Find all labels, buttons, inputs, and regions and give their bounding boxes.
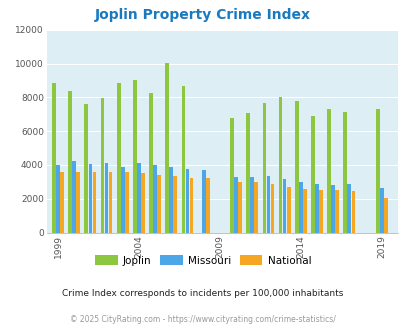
Bar	[60, 172, 64, 233]
Bar	[298, 182, 302, 233]
Text: © 2025 CityRating.com - https://www.cityrating.com/crime-statistics/: © 2025 CityRating.com - https://www.city…	[70, 315, 335, 324]
Bar	[302, 189, 306, 233]
Bar	[169, 167, 173, 233]
Bar	[375, 109, 379, 233]
Bar	[100, 98, 104, 233]
Bar	[173, 176, 177, 233]
Bar	[133, 81, 136, 233]
Bar	[250, 177, 254, 233]
Bar	[278, 97, 282, 233]
Bar	[314, 184, 318, 233]
Bar	[76, 172, 80, 233]
Bar	[68, 91, 72, 233]
Bar	[56, 165, 60, 233]
Bar	[125, 172, 128, 233]
Bar	[343, 112, 346, 233]
Bar	[185, 169, 189, 233]
Bar	[270, 183, 274, 233]
Bar	[254, 182, 258, 233]
Bar	[351, 191, 354, 233]
Bar	[282, 180, 286, 233]
Bar	[262, 103, 266, 233]
Bar	[153, 165, 157, 233]
Bar	[347, 184, 350, 233]
Bar	[294, 101, 298, 233]
Bar	[109, 172, 112, 233]
Bar	[121, 167, 124, 233]
Bar	[246, 114, 249, 233]
Bar	[205, 178, 209, 233]
Bar	[238, 182, 241, 233]
Bar	[383, 198, 387, 233]
Bar	[181, 85, 185, 233]
Bar	[52, 83, 56, 233]
Bar	[379, 188, 383, 233]
Bar	[189, 178, 193, 233]
Bar	[330, 185, 334, 233]
Bar	[117, 83, 120, 233]
Bar	[92, 172, 96, 233]
Bar	[286, 187, 290, 233]
Bar	[149, 93, 153, 233]
Bar	[141, 174, 145, 233]
Bar	[335, 190, 338, 233]
Text: Joplin Property Crime Index: Joplin Property Crime Index	[95, 8, 310, 22]
Legend: Joplin, Missouri, National: Joplin, Missouri, National	[90, 251, 315, 270]
Bar	[165, 63, 169, 233]
Bar	[266, 176, 270, 233]
Bar	[201, 170, 205, 233]
Bar	[318, 190, 322, 233]
Bar	[157, 175, 161, 233]
Bar	[72, 161, 76, 233]
Bar	[137, 163, 141, 233]
Bar	[104, 163, 108, 233]
Bar	[326, 109, 330, 233]
Bar	[234, 177, 237, 233]
Text: Crime Index corresponds to incidents per 100,000 inhabitants: Crime Index corresponds to incidents per…	[62, 289, 343, 298]
Bar	[84, 104, 88, 233]
Bar	[88, 164, 92, 233]
Bar	[230, 118, 233, 233]
Bar	[310, 116, 314, 233]
